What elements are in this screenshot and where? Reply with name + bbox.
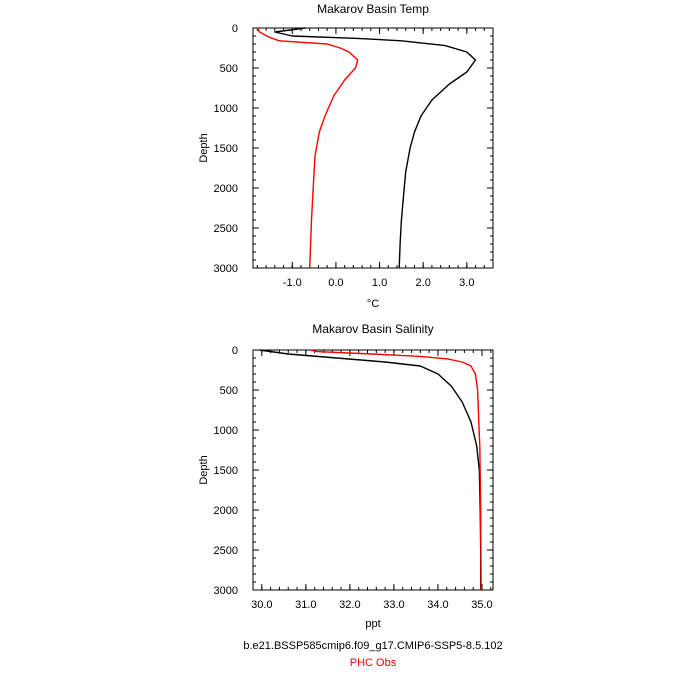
temperature-plot-frame bbox=[252, 27, 494, 269]
salinity-x-tick-label: 32.0 bbox=[339, 599, 360, 611]
temperature-obs-line bbox=[256, 27, 359, 269]
salinity-ylabel: Depth bbox=[198, 455, 210, 484]
salinity-model-line bbox=[259, 349, 482, 590]
salinity-plot-frame bbox=[252, 349, 494, 591]
temperature-title: Makarov Basin Temp bbox=[317, 2, 429, 16]
temperature-x-tick-label: 2.0 bbox=[416, 277, 431, 289]
temperature-y-tick-label: 1500 bbox=[214, 143, 238, 155]
temperature-model-line bbox=[274, 27, 477, 269]
temperature-xlabel: °C bbox=[367, 298, 379, 310]
salinity-y-tick-label: 1000 bbox=[214, 425, 238, 437]
salinity-x-tick-label: 33.0 bbox=[383, 599, 404, 611]
temperature-x-tick-label: 1.0 bbox=[372, 277, 387, 289]
temperature-y-tick-label: 500 bbox=[220, 63, 238, 75]
salinity-xlabel: ppt bbox=[365, 618, 380, 630]
salinity-panel: Makarov Basin Salinity ppt Depth 30.0 31.… bbox=[198, 322, 494, 630]
salinity-x-tick-label: 30.0 bbox=[251, 599, 272, 611]
salinity-y-tick-label: 2000 bbox=[214, 505, 238, 517]
legend-model-label: b.e21.BSSP585cmip6.f09_g17.CMIP6-SSP5-8.… bbox=[243, 640, 503, 652]
temperature-panel: Makarov Basin Temp °C Depth -1.0 0.0 1.0 2.… bbox=[198, 2, 494, 310]
temperature-x-tick-label: 3.0 bbox=[459, 277, 474, 289]
temperature-y-tick-label: 1000 bbox=[214, 103, 238, 115]
salinity-y-tick-label: 3000 bbox=[214, 585, 238, 597]
salinity-y-tick-label: 2500 bbox=[214, 545, 238, 557]
temperature-ylabel: Depth bbox=[198, 133, 210, 162]
salinity-x-tick-label: 31.0 bbox=[295, 599, 316, 611]
temperature-x-tick-label: -1.0 bbox=[283, 277, 302, 289]
temperature-y-tick-label: 2000 bbox=[214, 183, 238, 195]
salinity-x-tick-label: 34.0 bbox=[427, 599, 448, 611]
salinity-title: Makarov Basin Salinity bbox=[312, 322, 433, 336]
legend-obs-label: PHC Obs bbox=[349, 657, 397, 669]
temperature-y-tick-label: 2500 bbox=[214, 223, 238, 235]
salinity-x-tick-label: 35.0 bbox=[471, 599, 492, 611]
salinity-obs-line bbox=[310, 349, 482, 591]
salinity-y-tick-label: 1500 bbox=[214, 465, 238, 477]
salinity-y-tick-label: 500 bbox=[220, 385, 238, 397]
temperature-y-tick-label: 3000 bbox=[214, 263, 238, 275]
temperature-y-tick-label: 0 bbox=[232, 23, 238, 35]
salinity-y-tick-label: 0 bbox=[232, 345, 238, 357]
temperature-x-tick-label: 0.0 bbox=[328, 277, 343, 289]
